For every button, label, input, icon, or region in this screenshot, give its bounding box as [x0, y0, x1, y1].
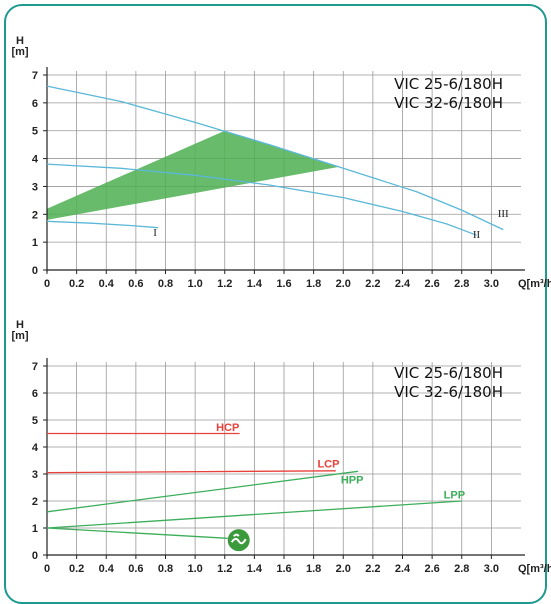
chart1-yunit: [m]: [11, 46, 28, 58]
chart2-series-label: HCP: [216, 422, 239, 434]
chart1-series-label: I: [153, 227, 157, 239]
chart1-xtick-label: 0: [44, 278, 50, 290]
chart1-xtick-label: 0.8: [158, 278, 173, 290]
chart1-series-label: III: [498, 208, 509, 220]
chart2-series-line-lpp: [46, 500, 462, 529]
chart2-ylabel: H: [16, 319, 24, 331]
chart2-ytick-label: 1: [32, 523, 38, 535]
chart1-ytick-label: 1: [32, 237, 38, 249]
chart2-xtick-label: 0.2: [69, 563, 84, 575]
chart1-xtick-label: 2.8: [454, 278, 469, 290]
chart2-model-label: VIC 25-6/180H: [394, 364, 503, 382]
chart-frame: [4, 4, 547, 604]
chart1-series-line-i: [46, 220, 159, 229]
chart2-xlabel: Q[m³/h]: [518, 563, 551, 575]
chart1-xtick-label: 1.8: [306, 278, 321, 290]
chart2-series-label: LPP: [444, 489, 465, 501]
chart2-ytick-label: 4: [32, 442, 39, 454]
chart1-xtick-label: 0.2: [69, 278, 84, 290]
chart1-xtick-label: 1.2: [217, 278, 232, 290]
chart2-ytick-label: 0: [32, 550, 38, 562]
chart2-xtick-label: 2.8: [454, 563, 469, 575]
chart1-xtick-label: 3.0: [484, 278, 499, 290]
chart2-series-line-hpp: [46, 470, 359, 513]
chart1-series-label: II: [473, 229, 481, 241]
chart2-ytick-label: 2: [32, 496, 38, 508]
chart1-ytick-label: 3: [32, 181, 38, 193]
chart1-ytick-label: 6: [32, 98, 38, 110]
chart1-xlabel: Q[m³/h]: [518, 278, 551, 290]
chart2-xtick-label: 1.0: [187, 563, 202, 575]
chart2-xtick-label: 0.6: [128, 563, 143, 575]
chart2-xtick-label: 1.2: [217, 563, 232, 575]
chart2-xtick-label: 0.4: [99, 563, 115, 575]
chart2-ytick-label: 3: [32, 469, 38, 481]
chart1-xtick-label: 1.6: [276, 278, 291, 290]
chart1-xtick-label: 2.2: [365, 278, 380, 290]
chart2-ytick-label: 6: [32, 388, 38, 400]
chart2-xtick-label: 1.6: [276, 563, 291, 575]
chart1-series-line-ii: [46, 163, 477, 236]
chart1-ytick-label: 4: [32, 154, 39, 166]
chart2-xtick-label: 1.4: [247, 563, 263, 575]
chart1-ytick-label: 2: [32, 209, 38, 221]
chart1-ytick-label: 7: [32, 70, 38, 82]
chart2-series-label: LCP: [317, 458, 339, 470]
chart2-series-line: [46, 527, 228, 539]
chart1-ylabel: H: [16, 35, 24, 47]
chart1-xtick-label: 2.0: [336, 278, 351, 290]
chart2-xtick-label: 3.0: [484, 563, 499, 575]
chart2-model-label: VIC 32-6/180H: [394, 383, 503, 401]
chart1-xtick-label: 0.6: [128, 278, 143, 290]
chart1-ytick-label: 5: [32, 126, 38, 138]
chart1-xtick-label: 2.4: [395, 278, 411, 290]
chart2-series-label: HPP: [341, 474, 364, 486]
chart2-ytick-label: 7: [32, 361, 38, 373]
chart1-ytick-label: 0: [32, 265, 38, 277]
chart2-xtick-label: 0: [44, 563, 50, 575]
chart2-xtick-label: 2.0: [336, 563, 351, 575]
chart2-series-line-lcp: [46, 470, 336, 474]
chart2-xtick-label: 1.8: [306, 563, 321, 575]
chart1-xtick-label: 1.0: [187, 278, 202, 290]
chart1-xtick-label: 2.6: [424, 278, 439, 290]
chart2-xtick-label: 2.4: [395, 563, 411, 575]
chart1-model-label: VIC 32-6/180H: [394, 94, 503, 112]
chart2-xtick-label: 2.6: [424, 563, 439, 575]
chart1-xtick-label: 0.4: [99, 278, 115, 290]
chart1-xtick-label: 1.4: [247, 278, 263, 290]
chart2-ytick-label: 5: [32, 415, 38, 427]
chart1-series-line-iii: [46, 85, 504, 231]
chart2-xtick-label: 2.2: [365, 563, 380, 575]
chart2-yunit: [m]: [11, 330, 28, 342]
chart1-model-label: VIC 25-6/180H: [394, 75, 503, 93]
chart2-xtick-label: 0.8: [158, 563, 173, 575]
green-circle-wave-icon: [227, 529, 250, 552]
